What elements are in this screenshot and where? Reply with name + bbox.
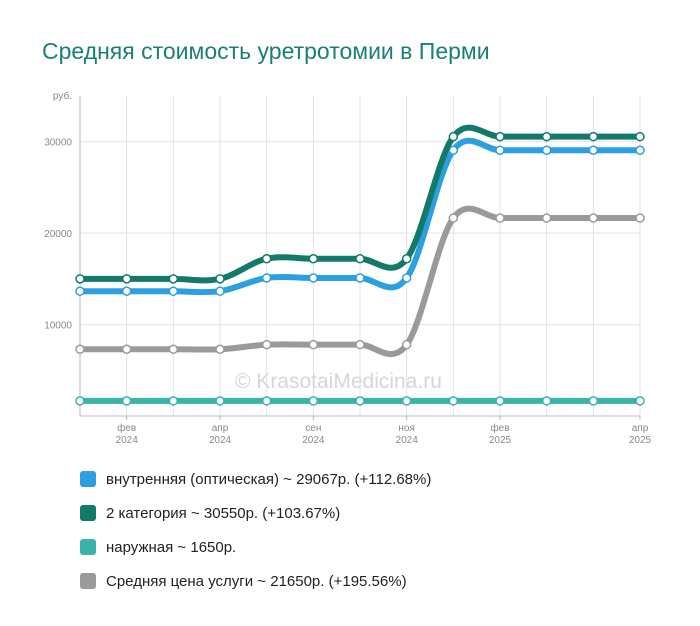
y-tick-label: 10000	[44, 321, 72, 332]
data-point	[75, 286, 85, 296]
data-point	[168, 396, 179, 406]
data-point	[75, 274, 85, 284]
x-tick-year-label: 2025	[629, 435, 652, 446]
chart-legend: внутренняя (оптическая) ~ 29067р. (+112.…	[80, 462, 431, 598]
legend-label: Средняя цена услуги ~ 21650р. (+195.56%)	[106, 572, 407, 590]
x-tick-month-label: фев	[490, 422, 509, 434]
x-tick-month-label: фев	[117, 422, 136, 434]
x-tick-year-label: 2024	[396, 435, 419, 446]
data-point	[215, 286, 225, 296]
data-point	[495, 145, 505, 155]
data-point	[75, 344, 85, 355]
data-point	[588, 145, 599, 155]
data-point	[635, 213, 645, 223]
legend-swatch	[80, 539, 96, 555]
data-point	[215, 396, 225, 406]
data-point	[588, 131, 599, 142]
data-point	[308, 273, 319, 283]
data-point	[588, 213, 599, 223]
data-point	[168, 344, 179, 355]
x-tick-year-label: 2025	[489, 435, 512, 446]
data-point	[168, 274, 179, 284]
data-point	[588, 396, 599, 406]
line-chart: 100002000030000руб.фев2024апр2024сен2024…	[44, 90, 652, 446]
data-point	[495, 396, 505, 406]
data-point	[121, 274, 132, 284]
data-point	[448, 213, 459, 223]
data-point	[261, 253, 272, 264]
x-tick-year-label: 2024	[302, 435, 325, 446]
data-point	[355, 253, 365, 264]
data-point	[401, 273, 412, 283]
data-point	[635, 131, 645, 142]
data-point	[495, 131, 505, 142]
legend-item[interactable]: 2 категория ~ 30550р. (+103.67%)	[80, 496, 431, 530]
legend-item[interactable]: внутренняя (оптическая) ~ 29067р. (+112.…	[80, 462, 431, 496]
data-point	[308, 396, 319, 406]
data-point	[635, 145, 645, 155]
legend-swatch	[80, 505, 96, 521]
x-tick-month-label: апр	[212, 423, 229, 434]
y-unit-label: руб.	[53, 90, 72, 102]
data-point	[121, 344, 132, 355]
data-point	[495, 213, 505, 223]
data-point	[635, 396, 645, 406]
data-point	[261, 396, 272, 406]
legend-swatch	[80, 573, 96, 589]
legend-label: внутренняя (оптическая) ~ 29067р. (+112.…	[106, 470, 432, 488]
y-tick-label: 30000	[44, 138, 72, 149]
data-point	[401, 339, 412, 350]
legend-item[interactable]: наружная ~ 1650р.	[80, 530, 431, 564]
data-point	[215, 344, 225, 355]
data-point	[541, 396, 552, 406]
data-point	[355, 396, 365, 406]
x-tick-month-label: ноя	[398, 423, 415, 434]
x-tick-month-label: сен	[305, 423, 321, 434]
chart-title: Средняя стоимость уретротомии в Перми	[42, 38, 490, 64]
data-point	[121, 396, 132, 406]
data-point	[168, 286, 179, 296]
data-point	[355, 339, 365, 350]
data-point	[448, 396, 459, 406]
data-point	[401, 253, 412, 264]
x-tick-year-label: 2024	[116, 435, 139, 446]
data-point	[75, 396, 85, 406]
data-point	[308, 253, 319, 264]
legend-swatch	[80, 471, 96, 487]
data-point	[401, 396, 412, 406]
data-point	[261, 339, 272, 350]
data-point	[541, 145, 552, 155]
data-point	[215, 274, 225, 284]
data-point	[261, 273, 272, 283]
data-point	[448, 145, 459, 155]
data-point	[308, 339, 319, 350]
x-tick-year-label: 2024	[209, 435, 232, 446]
legend-item[interactable]: Средняя цена услуги ~ 21650р. (+195.56%)	[80, 564, 431, 598]
watermark: © KrasotaiMedicina.ru	[235, 370, 442, 393]
y-tick-label: 20000	[44, 229, 72, 240]
x-tick-month-label: апр	[632, 423, 649, 434]
data-point	[121, 286, 132, 296]
data-point	[448, 131, 459, 142]
legend-label: наружная ~ 1650р.	[106, 538, 237, 556]
data-point	[541, 213, 552, 223]
data-point	[541, 131, 552, 142]
data-point	[355, 273, 365, 283]
legend-label: 2 категория ~ 30550р. (+103.67%)	[106, 504, 341, 522]
